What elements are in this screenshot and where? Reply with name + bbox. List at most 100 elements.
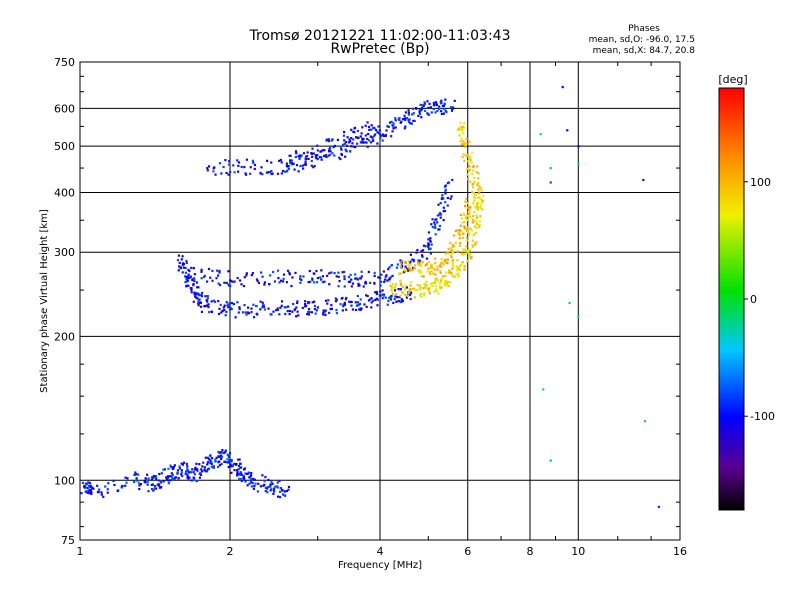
data-point bbox=[223, 460, 226, 463]
data-point bbox=[447, 284, 450, 288]
data-point bbox=[184, 271, 187, 274]
data-point bbox=[366, 294, 369, 298]
data-point bbox=[478, 196, 481, 199]
data-point bbox=[322, 313, 325, 316]
data-point bbox=[451, 107, 455, 110]
data-point bbox=[343, 277, 346, 281]
x-tick-label: 6 bbox=[464, 545, 471, 558]
data-point bbox=[106, 488, 109, 491]
data-point bbox=[360, 307, 363, 310]
data-point bbox=[106, 491, 109, 494]
data-point bbox=[177, 254, 181, 257]
data-point bbox=[417, 259, 420, 262]
data-point bbox=[405, 267, 408, 270]
data-point bbox=[407, 121, 411, 124]
data-point bbox=[296, 310, 299, 313]
data-point bbox=[220, 451, 223, 454]
data-point bbox=[169, 479, 172, 482]
data-point bbox=[413, 296, 416, 299]
data-point bbox=[335, 275, 338, 278]
data-point bbox=[448, 269, 451, 272]
data-point bbox=[406, 268, 409, 271]
data-point bbox=[386, 303, 389, 306]
data-point bbox=[203, 469, 206, 472]
data-point bbox=[176, 472, 179, 475]
data-point bbox=[443, 283, 447, 286]
data-point bbox=[190, 291, 193, 294]
data-point bbox=[399, 262, 402, 265]
data-point bbox=[549, 181, 552, 184]
data-point bbox=[474, 205, 477, 209]
data-point bbox=[267, 283, 271, 286]
data-point bbox=[468, 157, 472, 160]
data-point bbox=[288, 273, 291, 276]
data-point bbox=[206, 297, 209, 300]
data-point bbox=[429, 266, 433, 269]
data-point bbox=[238, 472, 241, 476]
data-point bbox=[447, 247, 450, 251]
data-point bbox=[372, 126, 375, 129]
data-point bbox=[473, 176, 476, 180]
data-point bbox=[404, 293, 407, 296]
data-point bbox=[221, 309, 224, 312]
data-point bbox=[384, 278, 387, 281]
data-point bbox=[446, 196, 449, 200]
data-point bbox=[151, 476, 154, 479]
axis-ticks: 1 2 4 6 8 10 16 75 100 200 300 400 500 600 750 bbox=[54, 56, 687, 558]
data-point bbox=[313, 304, 317, 308]
data-point bbox=[250, 471, 253, 475]
data-point bbox=[457, 231, 460, 234]
data-point bbox=[125, 481, 128, 484]
data-point bbox=[361, 139, 364, 142]
data-point bbox=[387, 125, 390, 128]
data-point bbox=[212, 167, 215, 170]
data-point bbox=[375, 128, 378, 132]
data-point bbox=[415, 251, 418, 254]
data-point bbox=[235, 474, 239, 477]
data-point bbox=[186, 275, 190, 278]
data-point bbox=[472, 192, 475, 195]
data-point bbox=[382, 270, 385, 273]
data-point bbox=[253, 167, 256, 171]
data-point bbox=[191, 278, 194, 282]
data-point bbox=[447, 181, 451, 184]
data-point bbox=[407, 291, 410, 294]
data-point bbox=[436, 109, 439, 113]
data-point bbox=[280, 304, 283, 307]
data-point bbox=[267, 478, 270, 482]
data-point bbox=[234, 463, 238, 466]
data-point bbox=[338, 156, 341, 159]
data-point bbox=[350, 128, 353, 131]
data-point bbox=[225, 301, 228, 304]
data-point bbox=[481, 208, 484, 211]
data-point bbox=[471, 151, 474, 154]
data-point bbox=[433, 268, 436, 271]
data-point bbox=[395, 293, 398, 296]
data-point bbox=[440, 286, 443, 289]
data-point bbox=[420, 274, 423, 278]
data-point bbox=[280, 172, 283, 175]
data-point bbox=[394, 117, 397, 120]
data-point bbox=[184, 281, 187, 284]
data-point bbox=[330, 304, 333, 307]
data-point bbox=[341, 309, 344, 312]
data-point bbox=[434, 233, 437, 236]
data-point bbox=[438, 265, 441, 268]
data-point bbox=[210, 300, 213, 303]
data-point bbox=[359, 141, 362, 144]
data-point bbox=[252, 316, 256, 319]
data-point bbox=[266, 491, 269, 494]
data-point bbox=[181, 263, 184, 266]
data-point bbox=[410, 122, 413, 125]
data-point bbox=[237, 311, 240, 314]
data-point bbox=[434, 226, 437, 229]
data-point bbox=[324, 299, 328, 302]
data-point bbox=[104, 485, 107, 488]
data-point bbox=[346, 136, 349, 139]
data-point bbox=[469, 248, 472, 251]
data-point bbox=[381, 133, 385, 136]
data-point bbox=[86, 486, 89, 490]
data-point bbox=[163, 468, 166, 471]
data-point bbox=[226, 461, 230, 464]
data-point bbox=[446, 252, 449, 255]
